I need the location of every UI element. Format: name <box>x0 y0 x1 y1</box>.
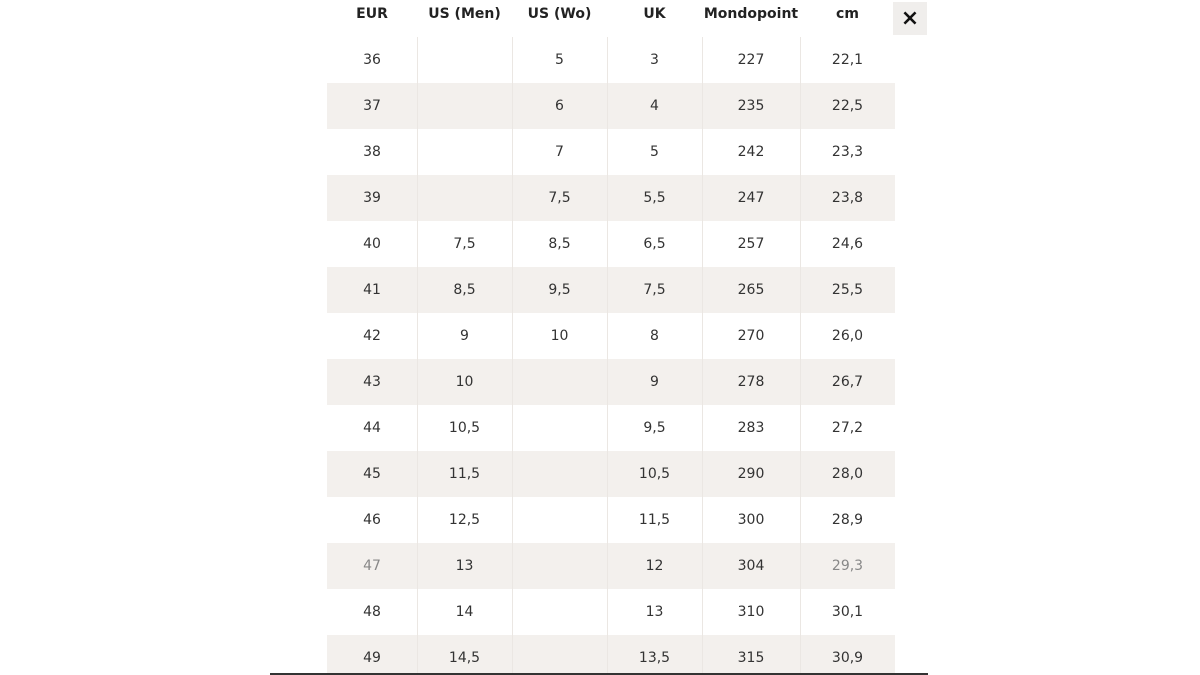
table-cell: 5 <box>555 52 564 68</box>
table-cell <box>512 451 607 497</box>
table-cell: 315 <box>737 650 765 666</box>
table-cell: 24,6 <box>831 236 864 252</box>
table-cell: 26,7 <box>831 374 864 390</box>
table-cell: 37 <box>363 98 381 114</box>
table-cell: 11,5 <box>448 466 481 482</box>
table-cell: 7,5 <box>643 282 666 298</box>
table-cell: 7,5 <box>548 190 571 206</box>
table-cell: 270 <box>737 328 765 344</box>
table-cell: 8 <box>650 328 659 344</box>
table-cell <box>512 359 607 405</box>
table-cell: 26,0 <box>831 328 864 344</box>
column-divider <box>800 37 801 675</box>
table-cell: 13,5 <box>638 650 671 666</box>
table-cell <box>417 129 512 175</box>
table-cell: 48 <box>363 604 381 620</box>
column-header: EUR <box>356 6 388 22</box>
table-cell: 10,5 <box>448 420 481 436</box>
table-cell: 47 <box>363 558 381 574</box>
table-cell: 38 <box>363 144 381 160</box>
table-cell: 278 <box>737 374 765 390</box>
table-cell: 39 <box>363 190 381 206</box>
table-cell <box>417 175 512 221</box>
table-cell: 6,5 <box>643 236 666 252</box>
table-cell: 6 <box>555 98 564 114</box>
table-cell <box>512 497 607 543</box>
table-cell <box>512 589 607 635</box>
table-cell: 30,1 <box>831 604 864 620</box>
table-cell: 265 <box>737 282 765 298</box>
table-cell: 30,9 <box>831 650 864 666</box>
table-cell: 46 <box>363 512 381 528</box>
table-cell: 42 <box>363 328 381 344</box>
table-cell <box>417 37 512 83</box>
table-cell: 44 <box>363 420 381 436</box>
table-cell: 28,0 <box>831 466 864 482</box>
table-cell: 49 <box>363 650 381 666</box>
table-cell: 5,5 <box>643 190 666 206</box>
table-cell: 10 <box>455 374 474 390</box>
column-header: US (Men) <box>428 6 501 22</box>
table-cell: 283 <box>737 420 765 436</box>
column-header: UK <box>643 6 666 22</box>
table-cell: 14 <box>455 604 474 620</box>
table-cell: 304 <box>737 558 765 574</box>
table-cell: 41 <box>363 282 381 298</box>
table-cell: 43 <box>363 374 381 390</box>
table-cell <box>417 83 512 129</box>
table-cell: 13 <box>645 604 664 620</box>
table-cell: 22,5 <box>831 98 864 114</box>
column-header: US (Wo) <box>527 6 592 22</box>
table-cell: 290 <box>737 466 765 482</box>
table-cell: 27,2 <box>831 420 864 436</box>
table-cell: 8,5 <box>453 282 476 298</box>
table-cell: 7 <box>555 144 564 160</box>
table-cell: 310 <box>737 604 765 620</box>
table-cell: 4 <box>650 98 659 114</box>
table-cell: 12,5 <box>448 512 481 528</box>
table-cell: 5 <box>650 144 659 160</box>
table-cell: 23,3 <box>831 144 864 160</box>
close-button[interactable]: × <box>893 2 927 35</box>
table-cell: 29,3 <box>831 558 864 574</box>
table-cell: 13 <box>455 558 474 574</box>
divider <box>270 673 928 675</box>
table-cell: 40 <box>363 236 381 252</box>
table-cell <box>512 635 607 675</box>
column-divider <box>512 37 513 675</box>
table-cell: 300 <box>737 512 765 528</box>
table-cell: 45 <box>363 466 381 482</box>
table-cell: 11,5 <box>638 512 671 528</box>
table-cell: 9,5 <box>643 420 666 436</box>
table-cell: 14,5 <box>448 650 481 666</box>
table-cell <box>512 543 607 589</box>
table-cell: 257 <box>737 236 765 252</box>
table-cell: 227 <box>737 52 765 68</box>
table-cell: 12 <box>645 558 664 574</box>
table-cell: 28,9 <box>831 512 864 528</box>
table-cell: 10,5 <box>638 466 671 482</box>
table-cell: 10 <box>550 328 569 344</box>
table-cell: 3 <box>650 52 659 68</box>
table-cell: 9 <box>460 328 469 344</box>
table-cell: 9 <box>650 374 659 390</box>
column-divider <box>702 37 703 675</box>
table-cell: 247 <box>737 190 765 206</box>
column-header: Mondopoint <box>703 6 799 22</box>
table-cell: 25,5 <box>831 282 864 298</box>
table-cell: 22,1 <box>831 52 864 68</box>
column-divider <box>417 37 418 675</box>
table-cell: 235 <box>737 98 765 114</box>
column-header: cm <box>836 6 859 22</box>
table-cell: 8,5 <box>548 236 571 252</box>
column-divider <box>607 37 608 675</box>
table-cell: 36 <box>363 52 381 68</box>
table-cell: 9,5 <box>548 282 571 298</box>
table-cell: 242 <box>737 144 765 160</box>
table-cell: 23,8 <box>831 190 864 206</box>
table-cell <box>512 405 607 451</box>
table-cell: 7,5 <box>453 236 476 252</box>
